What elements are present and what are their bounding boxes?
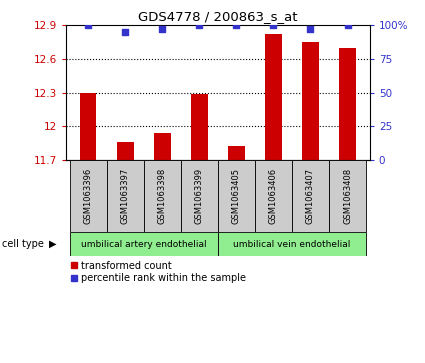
Point	[344, 23, 351, 28]
Legend: transformed count, percentile rank within the sample: transformed count, percentile rank withi…	[71, 261, 246, 283]
Bar	[218, 160, 255, 232]
Text: GSM1063408: GSM1063408	[343, 168, 352, 224]
Point	[270, 23, 277, 28]
Point	[85, 23, 91, 28]
Text: GSM1063407: GSM1063407	[306, 168, 315, 224]
Title: GDS4778 / 200863_s_at: GDS4778 / 200863_s_at	[138, 10, 298, 23]
Point	[233, 23, 240, 28]
Bar	[339, 48, 356, 160]
Bar	[191, 94, 208, 160]
Text: GSM1063405: GSM1063405	[232, 168, 241, 224]
Bar	[218, 232, 366, 256]
Text: GSM1063396: GSM1063396	[84, 168, 93, 224]
Text: umbilical vein endothelial: umbilical vein endothelial	[233, 240, 351, 249]
Bar	[255, 160, 292, 232]
Text: ▶: ▶	[49, 239, 57, 249]
Bar	[117, 142, 133, 160]
Bar	[329, 160, 366, 232]
Text: umbilical artery endothelial: umbilical artery endothelial	[81, 240, 207, 249]
Text: GSM1063398: GSM1063398	[158, 168, 167, 224]
Bar	[107, 160, 144, 232]
Text: GSM1063399: GSM1063399	[195, 168, 204, 224]
Text: GSM1063406: GSM1063406	[269, 168, 278, 224]
Bar	[154, 134, 170, 160]
Bar	[302, 42, 319, 160]
Text: GSM1063397: GSM1063397	[121, 168, 130, 224]
Bar	[144, 160, 181, 232]
Point	[159, 26, 166, 32]
Bar	[80, 93, 96, 160]
Text: cell type: cell type	[2, 239, 44, 249]
Bar	[181, 160, 218, 232]
Bar	[292, 160, 329, 232]
Point	[122, 29, 129, 35]
Bar	[70, 160, 107, 232]
Bar	[265, 34, 282, 160]
Bar	[228, 146, 245, 160]
Point	[307, 26, 314, 32]
Bar	[70, 232, 218, 256]
Point	[196, 23, 203, 28]
